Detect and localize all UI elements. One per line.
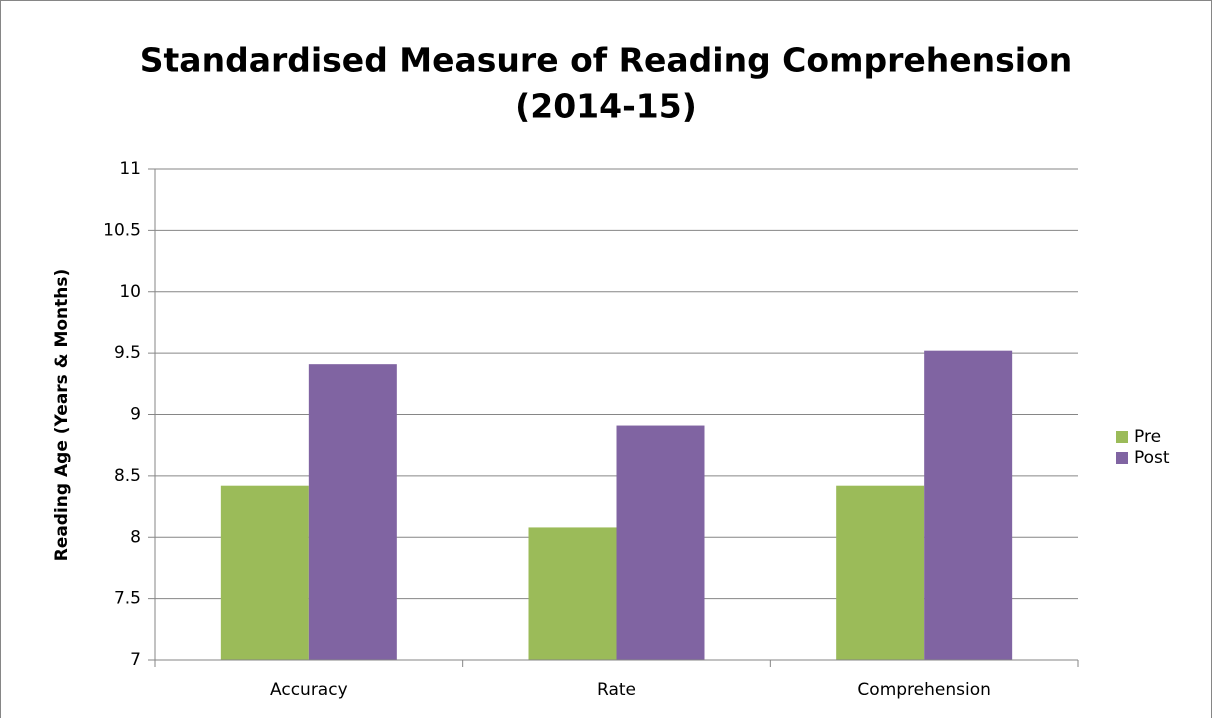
y-tick-label: 9 [130, 405, 141, 425]
legend-label: Pre [1134, 427, 1161, 447]
y-tick-label: 10.5 [103, 220, 141, 240]
y-tick-label: 10 [119, 282, 141, 302]
bar [220, 485, 309, 660]
legend-swatch [1116, 431, 1128, 443]
legend-label: Post [1134, 448, 1170, 468]
chart-title: Standardised Measure of Reading Comprehe… [140, 41, 1072, 80]
legend-swatch [1116, 452, 1128, 464]
bar [616, 425, 705, 660]
y-axis-label: Reading Age (Years & Months) [52, 269, 72, 562]
y-tick-label: 9.5 [114, 343, 141, 363]
x-tick-label: Rate [597, 680, 636, 700]
y-tick-label: 7 [130, 650, 141, 670]
y-tick-label: 8 [130, 527, 141, 547]
y-tick-label: 8.5 [114, 466, 141, 486]
bar [924, 350, 1013, 660]
bar [308, 364, 397, 660]
x-tick-label: Accuracy [270, 680, 348, 700]
y-tick-label: 11 [119, 159, 141, 179]
bar [836, 485, 925, 660]
bar [528, 527, 617, 660]
y-tick-label: 7.5 [114, 589, 141, 609]
x-tick-label: Comprehension [857, 680, 990, 700]
chart-title: (2014-15) [515, 87, 697, 126]
